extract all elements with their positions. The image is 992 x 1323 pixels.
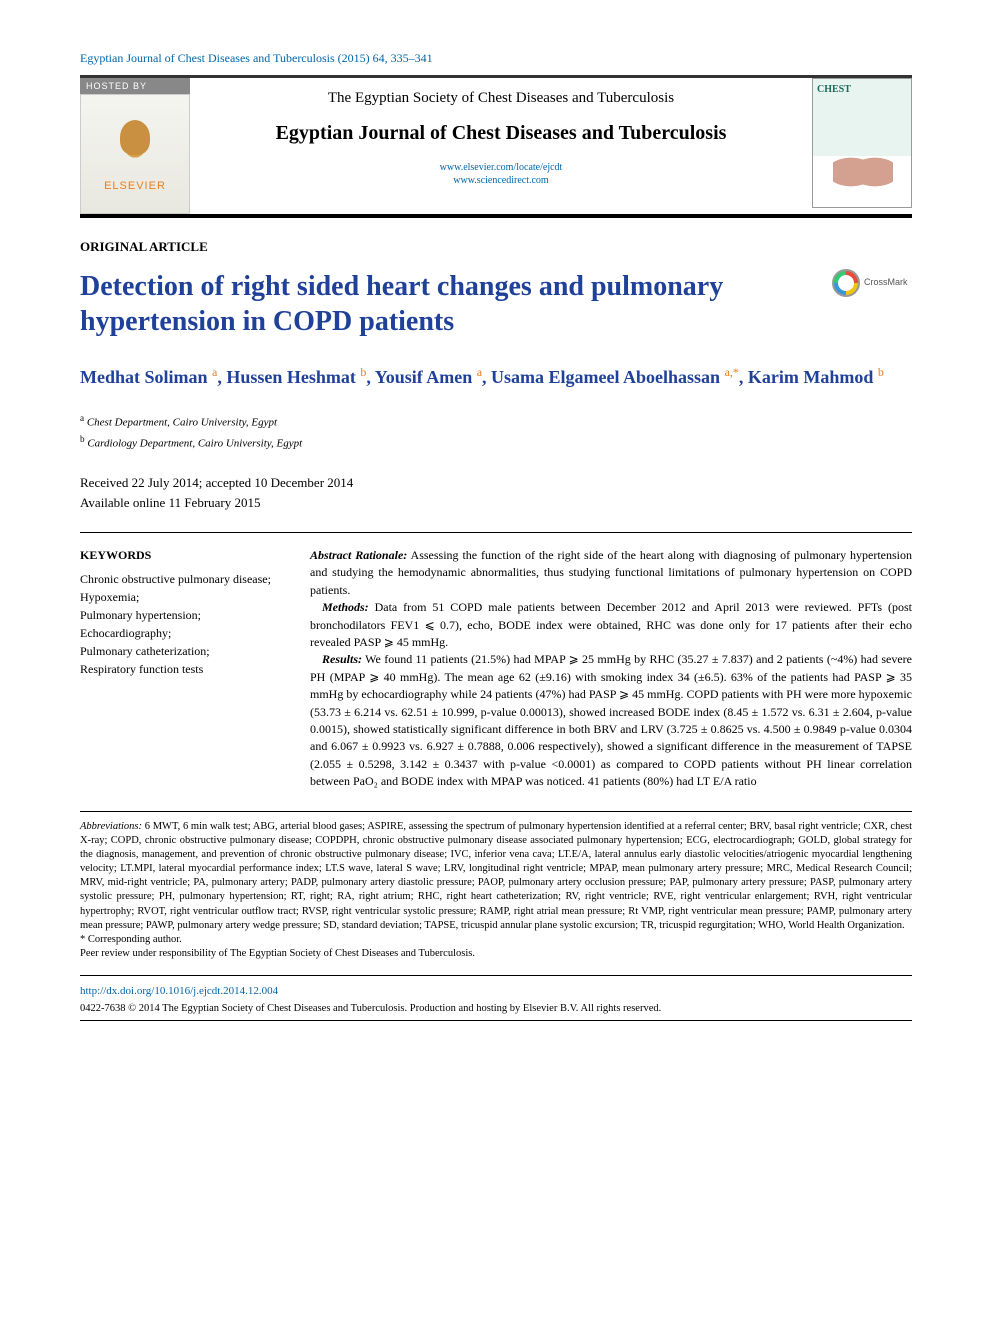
results-text: We found 11 patients (21.5%) had MPAP ⩾ … [310,652,912,788]
affiliation-b: b Cardiology Department, Cairo Universit… [80,432,912,453]
doi-link[interactable]: http://dx.doi.org/10.1016/j.ejcdt.2014.1… [80,984,912,999]
journal-name: Egyptian Journal of Chest Diseases and T… [210,119,792,147]
corresponding-author: * Corresponding author. [80,933,912,947]
journal-title-block: The Egyptian Society of Chest Diseases a… [190,78,812,215]
journal-cover-thumbnail: CHEST [812,78,912,208]
authors: Medhat Soliman a, Hussen Heshmat b, Yous… [80,363,912,391]
article-type: ORIGINAL ARTICLE [80,238,912,256]
article-title: Detection of right sided heart changes a… [80,269,832,339]
crossmark-label: CrossMark [864,276,908,289]
elsevier-tree-icon [110,115,160,175]
journal-header: HOSTED BY ELSEVIER The Egyptian Society … [80,78,912,219]
footnote-rule-2 [80,975,912,976]
abbreviations-label: Abbreviations: [80,821,142,832]
journal-link-1[interactable]: www.elsevier.com/locate/ejcdt [210,161,792,174]
methods-label: Methods: [322,600,369,614]
abstract-rationale: Abstract Rationale: Assessing the functi… [310,547,912,599]
cover-column: CHEST [812,78,912,215]
abbreviations-block: Abbreviations: 6 MWT, 6 min walk test; A… [80,820,912,933]
footnote-rule [80,811,912,812]
title-row: Detection of right sided heart changes a… [80,269,912,339]
lungs-icon [833,147,893,197]
received-accepted: Received 22 July 2014; accepted 10 Decem… [80,473,912,493]
cover-title: CHEST [817,83,907,97]
affiliations: a Chest Department, Cairo University, Eg… [80,411,912,454]
keywords-column: KEYWORDS Chronic obstructive pulmonary d… [80,547,280,790]
crossmark-badge[interactable]: CrossMark [832,269,912,297]
available-online: Available online 11 February 2015 [80,493,912,513]
keywords-abstract-row: KEYWORDS Chronic obstructive pulmonary d… [80,547,912,790]
crossmark-icon [832,269,860,297]
hosted-by-badge: HOSTED BY [80,78,190,95]
keywords-list: Chronic obstructive pulmonary disease;Hy… [80,570,280,678]
results-label: Results: [322,652,362,666]
bottom-rule [80,1020,912,1021]
peer-review-note: Peer review under responsibility of The … [80,947,912,961]
keywords-heading: KEYWORDS [80,547,280,564]
methods-text: Data from 51 COPD male patients between … [310,600,912,649]
rationale-label: Abstract Rationale: [310,548,407,562]
article-dates: Received 22 July 2014; accepted 10 Decem… [80,473,912,512]
journal-links: www.elsevier.com/locate/ejcdt www.scienc… [210,161,792,187]
publisher-column: HOSTED BY ELSEVIER [80,78,190,215]
abstract-column: Abstract Rationale: Assessing the functi… [310,547,912,790]
elsevier-logo: ELSEVIER [80,94,190,214]
abbreviations-text: 6 MWT, 6 min walk test; ABG, arterial bl… [80,821,912,931]
footnotes: Abbreviations: 6 MWT, 6 min walk test; A… [80,820,912,962]
elsevier-wordmark: ELSEVIER [104,179,166,194]
society-name: The Egyptian Society of Chest Diseases a… [210,88,792,109]
journal-link-2[interactable]: www.sciencedirect.com [210,174,792,187]
abstract-methods: Methods: Data from 51 COPD male patients… [310,599,912,651]
journal-reference: Egyptian Journal of Chest Diseases and T… [80,50,912,67]
section-divider [80,532,912,533]
abstract-results: Results: We found 11 patients (21.5%) ha… [310,651,912,790]
affiliation-a: a Chest Department, Cairo University, Eg… [80,411,912,432]
copyright-line: 0422-7638 © 2014 The Egyptian Society of… [80,1002,912,1017]
